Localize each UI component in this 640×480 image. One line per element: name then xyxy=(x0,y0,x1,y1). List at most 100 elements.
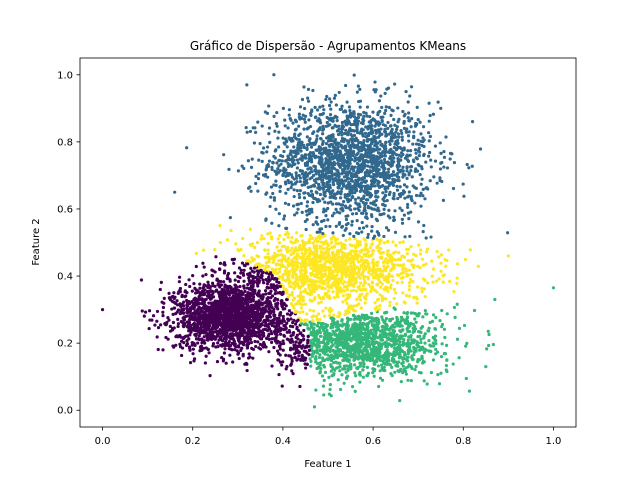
scatter-point xyxy=(386,228,391,232)
scatter-point xyxy=(265,282,270,286)
scatter-point xyxy=(358,87,362,91)
scatter-point xyxy=(383,154,387,158)
scatter-point xyxy=(386,260,390,265)
scatter-point xyxy=(282,166,286,170)
scatter-point xyxy=(277,212,281,216)
scatter-point xyxy=(352,169,356,173)
scatter-point xyxy=(289,153,293,157)
scatter-point xyxy=(408,119,412,123)
scatter-point xyxy=(359,197,364,201)
scatter-point xyxy=(391,240,395,244)
scatter-point xyxy=(308,263,312,267)
scatter-point xyxy=(343,195,347,199)
scatter-point xyxy=(436,100,440,104)
scatter-point xyxy=(264,309,268,313)
scatter-point xyxy=(387,192,391,197)
scatter-point xyxy=(262,334,266,338)
scatter-point xyxy=(272,299,276,303)
scatter-point xyxy=(392,218,396,223)
scatter-point xyxy=(349,174,353,178)
scatter-point xyxy=(237,266,242,270)
scatter-point xyxy=(345,100,349,104)
scatter-point xyxy=(178,288,182,292)
scatter-point xyxy=(285,298,289,302)
scatter-point xyxy=(359,249,363,253)
scatter-point xyxy=(286,263,290,267)
scatter-point xyxy=(171,344,175,348)
scatter-point xyxy=(142,314,146,318)
scatter-point xyxy=(347,256,351,261)
scatter-point xyxy=(289,317,293,321)
scatter-point xyxy=(287,269,292,274)
scatter-point xyxy=(233,278,237,282)
scatter-point xyxy=(345,186,349,190)
scatter-point xyxy=(391,181,395,185)
scatter-point xyxy=(294,136,298,140)
scatter-point xyxy=(325,182,329,187)
scatter-point xyxy=(330,172,334,177)
scatter-point xyxy=(256,177,261,181)
scatter-point xyxy=(433,159,438,163)
scatter-point xyxy=(402,126,407,130)
scatter-point xyxy=(156,347,160,352)
scatter-point xyxy=(314,139,318,143)
scatter-point xyxy=(372,176,376,180)
scatter-point xyxy=(256,274,260,278)
scatter-point xyxy=(379,285,383,289)
scatter-point xyxy=(282,287,286,291)
scatter-point xyxy=(293,118,298,122)
scatter-point xyxy=(430,274,434,278)
scatter-point xyxy=(295,264,299,268)
scatter-point xyxy=(273,292,277,296)
scatter-point xyxy=(363,301,367,305)
scatter-point xyxy=(190,343,194,347)
scatter-point xyxy=(295,211,299,215)
scatter-point xyxy=(303,114,308,118)
scatter-point xyxy=(409,149,413,153)
scatter-point xyxy=(329,285,334,290)
scatter-point xyxy=(180,353,184,358)
scatter-point xyxy=(349,157,353,161)
scatter-point xyxy=(408,281,412,285)
scatter-point xyxy=(366,235,370,240)
scatter-point xyxy=(155,335,159,339)
scatter-point xyxy=(185,146,189,150)
scatter-point xyxy=(376,122,380,126)
scatter-point xyxy=(207,301,211,305)
scatter-point xyxy=(334,224,338,228)
scatter-point xyxy=(374,120,378,124)
scatter-point xyxy=(347,105,352,109)
scatter-point xyxy=(291,270,295,274)
scatter-point xyxy=(188,326,192,330)
scatter-point xyxy=(236,274,240,279)
scatter-point xyxy=(420,177,424,181)
scatter-point xyxy=(429,158,433,162)
scatter-point xyxy=(390,127,394,132)
scatter-point xyxy=(358,240,362,244)
scatter-point xyxy=(306,96,310,100)
scatter-point xyxy=(392,117,396,122)
scatter-point xyxy=(331,155,335,159)
scatter-point xyxy=(409,197,413,201)
scatter-point xyxy=(356,151,360,155)
scatter-point xyxy=(395,163,399,168)
scatter-point xyxy=(284,191,288,195)
scatter-point xyxy=(248,281,252,285)
scatter-point xyxy=(328,113,333,117)
scatter-point xyxy=(375,219,379,223)
scatter-point xyxy=(299,272,303,276)
scatter-point xyxy=(308,124,313,129)
scatter-point xyxy=(232,261,236,266)
scatter-point xyxy=(386,120,390,125)
scatter-point xyxy=(337,90,341,95)
scatter-point xyxy=(375,158,379,162)
scatter-point xyxy=(309,145,314,149)
scatter-point xyxy=(281,290,285,294)
scatter-point xyxy=(266,175,270,179)
scatter-point xyxy=(274,267,278,272)
scatter-point xyxy=(416,117,420,122)
scatter-point xyxy=(185,310,189,314)
scatter-point xyxy=(379,127,383,131)
scatter-point xyxy=(266,248,270,252)
scatter-point xyxy=(381,161,386,165)
